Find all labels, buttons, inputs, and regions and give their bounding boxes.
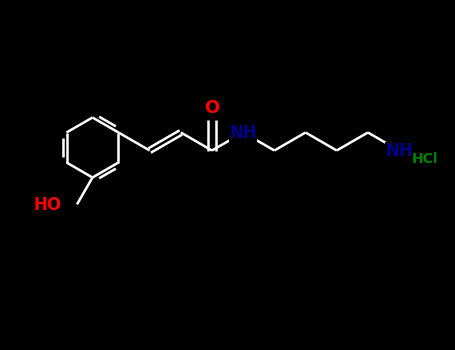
Text: HCl: HCl [412,152,438,166]
Text: O: O [204,98,220,117]
Text: NH: NH [229,124,257,141]
Text: HO: HO [34,196,62,214]
Text: NH: NH [385,141,413,160]
